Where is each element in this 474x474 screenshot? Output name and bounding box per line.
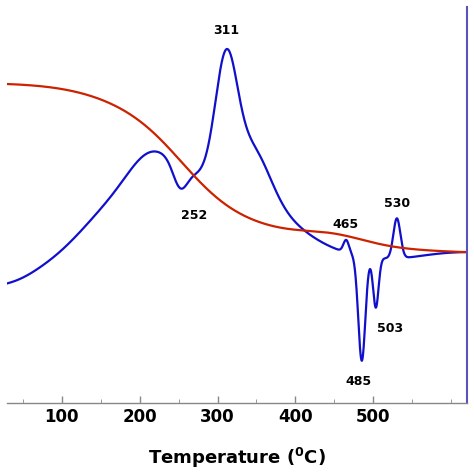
Text: 530: 530 [384, 197, 410, 210]
Text: 465: 465 [332, 218, 358, 231]
Text: 252: 252 [181, 209, 207, 222]
Text: 311: 311 [213, 24, 239, 37]
Text: Temperature ($^{\mathbf{0}}$C): Temperature ($^{\mathbf{0}}$C) [148, 447, 326, 471]
Text: 485: 485 [346, 375, 372, 388]
Text: 503: 503 [377, 322, 403, 335]
